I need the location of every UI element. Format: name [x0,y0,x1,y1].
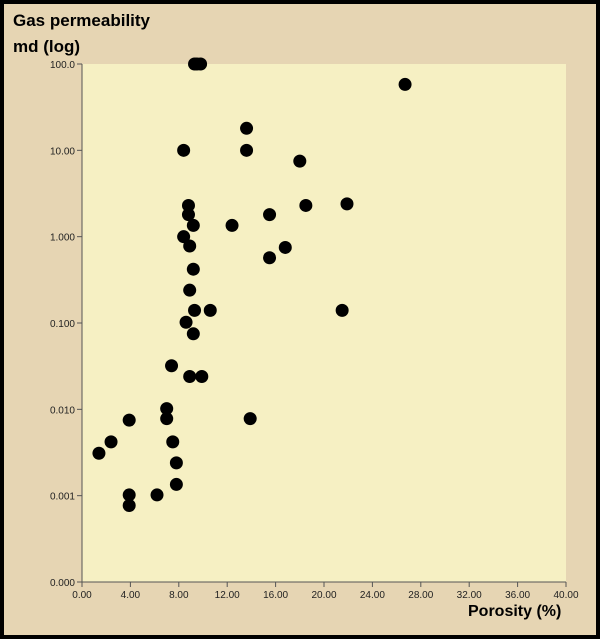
data-point [293,154,307,168]
data-point [340,197,354,211]
x-tick-label: 24.00 [360,590,385,601]
data-point [335,303,349,317]
data-point [150,488,164,502]
y-tick-label: 0.100 [50,319,75,330]
y-tick-label: 1.000 [50,233,75,244]
x-tick-label: 40.00 [553,590,578,601]
data-point [122,413,136,427]
y-axis-title-line2: md (log) [13,37,81,56]
data-point [179,315,193,329]
x-tick-label: 4.00 [121,590,141,601]
x-tick-label: 12.00 [215,590,240,601]
data-point [240,143,254,157]
y-tick-label: 0.010 [50,405,75,416]
y-tick-label: 0.001 [50,492,75,503]
y-tick-label: 100.0 [50,60,75,71]
data-point [398,77,412,91]
x-axis-title: Porosity (%) [468,603,562,620]
data-point [203,303,217,317]
data-point [177,143,191,157]
data-point [104,435,118,449]
data-point [181,198,195,212]
data-point [92,446,106,460]
y-tick-label: 10.00 [50,146,75,157]
data-point [169,477,183,491]
data-point [160,412,174,426]
data-point [177,230,191,244]
data-point [188,303,202,317]
data-point [122,488,136,502]
data-point [240,121,254,135]
data-point [195,370,209,384]
data-point [122,498,136,512]
x-tick-label: 28.00 [408,590,433,601]
data-point [183,370,197,384]
x-tick-label: 16.00 [263,590,288,601]
data-point [263,251,277,265]
x-tick-label: 32.00 [457,590,482,601]
y-axis-title-line1: Gas permeability [13,11,151,30]
data-point [225,218,239,232]
y-axis-title: Gas permeability md (log) [13,8,150,60]
x-tick-label: 0.00 [72,590,92,601]
data-point [166,435,180,449]
y-tick-label: 0.000 [50,578,75,589]
data-point [299,198,313,212]
x-tick-label: 8.00 [169,590,189,601]
x-tick-label: 20.00 [311,590,336,601]
data-point [160,402,174,416]
data-point [181,208,195,222]
data-point [278,240,292,254]
data-point [243,412,257,426]
data-point [194,57,208,71]
data-point [186,262,200,276]
data-point [263,208,277,222]
data-point [183,239,197,253]
data-point [183,283,197,297]
data-point [186,218,200,232]
data-point [165,359,179,373]
data-point [169,456,183,470]
data-point [186,327,200,341]
x-tick-label: 36.00 [505,590,530,601]
